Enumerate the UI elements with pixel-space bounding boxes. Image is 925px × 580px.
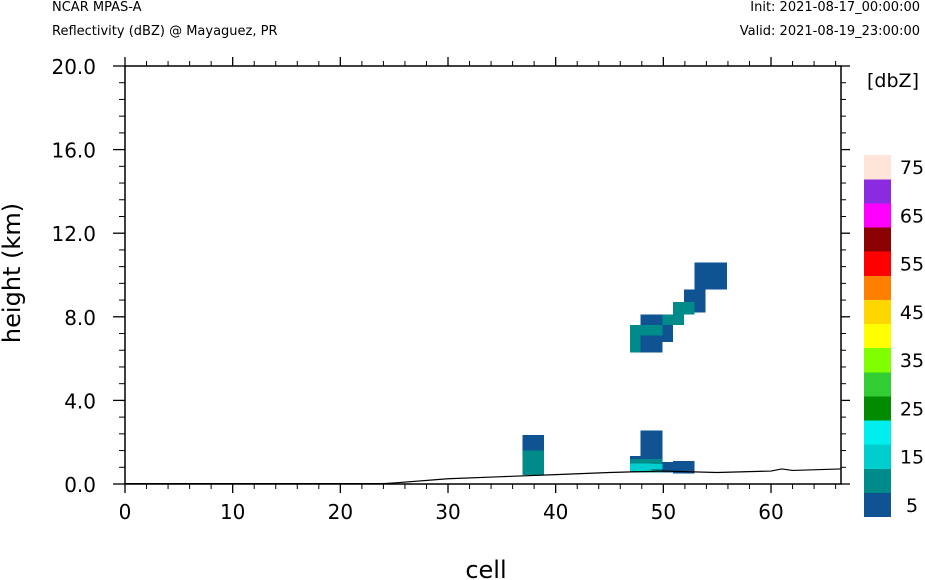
colorbar-swatch (864, 227, 891, 252)
init-time: Init: 2021-08-17_00:00:00 (750, 0, 920, 15)
reflectivity-cells (522, 262, 727, 476)
reflectivity-cell (673, 302, 695, 315)
colorbar-label: 55 (900, 254, 924, 276)
terrain-line (125, 468, 842, 485)
plot-axes (124, 65, 842, 485)
colorbar-swatch (864, 203, 891, 228)
colorbar-label: 35 (900, 350, 924, 372)
valid-time: Valid: 2021-08-19_23:00:00 (739, 24, 920, 39)
y-tick-label: 16.0 (51, 139, 96, 163)
colorbar-swatch (864, 444, 891, 469)
reflectivity-cell (629, 325, 641, 353)
reflectivity-cell (640, 314, 663, 326)
plot-frame (124, 65, 842, 485)
y-tick-label: 12.0 (51, 222, 96, 246)
colorbar-label: 25 (900, 398, 924, 420)
colorbar-swatch (864, 396, 891, 421)
reflectivity-cell (662, 314, 684, 326)
field-title: Reflectivity (dBZ) @ Mayaguez, PR (52, 24, 278, 39)
colorbar-swatch (864, 324, 891, 349)
reflectivity-cell (694, 289, 706, 313)
colorbar-label: 45 (900, 302, 924, 324)
y-tick-label: 20.0 (51, 55, 96, 79)
reflectivity-cell (640, 325, 663, 336)
colorbar-swatch (864, 275, 891, 300)
x-tick-label: 20 (328, 500, 353, 524)
colorbar-label: 15 (900, 447, 924, 469)
reflectivity-cell (522, 450, 544, 476)
reflectivity-cell (522, 434, 544, 451)
colorbar-swatch (864, 492, 891, 517)
colorbar-label: 65 (900, 205, 924, 227)
model-title: NCAR MPAS-A (52, 0, 142, 15)
y-tick-label: 4.0 (64, 389, 96, 413)
x-tick-label: 50 (651, 500, 676, 524)
reflectivity-cell (651, 464, 663, 469)
colorbar-swatch (864, 299, 891, 324)
colorbar-swatch (864, 155, 891, 180)
reflectivity-cell (662, 462, 674, 473)
reflectivity-cell (673, 461, 695, 474)
terrain-line (125, 468, 842, 485)
colorbar-swatch (864, 251, 891, 276)
reflectivity-cell (694, 262, 727, 290)
x-axis-title: cell (465, 556, 506, 580)
y-axis-title: height (km) (0, 203, 26, 343)
colorbar: 5 15 25 35 45 55 65 75 (864, 131, 924, 517)
reflectivity-cell (683, 289, 695, 303)
y-tick-label: 0.0 (64, 473, 96, 497)
colorbar-swatch (864, 348, 891, 373)
colorbar-label: 5 (906, 495, 918, 517)
colorbar-label: 75 (900, 157, 924, 179)
y-tick-label: 8.0 (64, 306, 96, 330)
x-tick-label: 40 (543, 500, 568, 524)
colorbar-swatch (864, 420, 891, 445)
reflectivity-cell (640, 430, 663, 459)
colorbar-swatch (864, 179, 891, 204)
reflectivity-cell (662, 325, 674, 342)
axis-ticks: 0 10 20 30 40 50 60 0.0 4.0 8.0 12.0 16.0 20.0 (51, 55, 850, 524)
x-tick-label: 30 (435, 500, 460, 524)
colorbar-swatch (864, 372, 891, 397)
colorbar-title: [dbZ] (867, 70, 919, 92)
x-tick-label: 10 (220, 500, 245, 524)
x-tick-label: 0 (119, 500, 132, 524)
x-tick-label: 60 (758, 500, 783, 524)
colorbar-swatch (864, 468, 891, 493)
reflectivity-cell (629, 463, 652, 472)
colorbar-swatch (864, 131, 891, 156)
reflectivity-cell (640, 335, 663, 353)
